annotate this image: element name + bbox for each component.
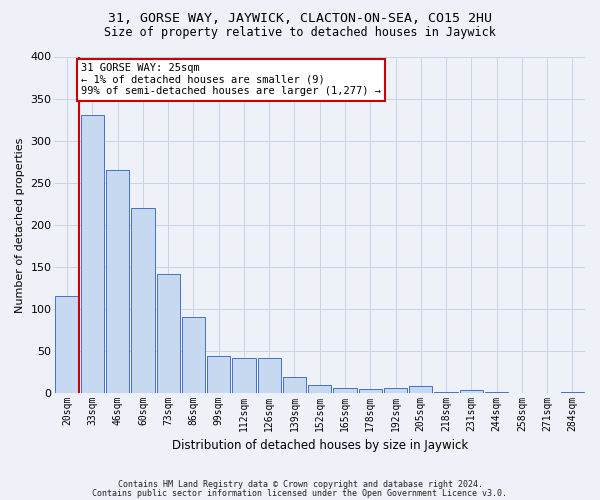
Bar bbox=[308, 384, 331, 393]
Bar bbox=[409, 386, 433, 393]
Y-axis label: Number of detached properties: Number of detached properties bbox=[15, 137, 25, 312]
Bar bbox=[232, 358, 256, 393]
Bar bbox=[460, 390, 483, 393]
Text: Contains HM Land Registry data © Crown copyright and database right 2024.: Contains HM Land Registry data © Crown c… bbox=[118, 480, 482, 489]
Bar bbox=[434, 392, 458, 393]
X-axis label: Distribution of detached houses by size in Jaywick: Distribution of detached houses by size … bbox=[172, 440, 468, 452]
Bar bbox=[359, 389, 382, 393]
Text: Size of property relative to detached houses in Jaywick: Size of property relative to detached ho… bbox=[104, 26, 496, 39]
Bar bbox=[257, 358, 281, 393]
Bar bbox=[561, 392, 584, 393]
Bar bbox=[207, 356, 230, 393]
Bar bbox=[283, 377, 306, 393]
Bar bbox=[55, 296, 79, 393]
Bar bbox=[106, 170, 129, 393]
Bar bbox=[81, 116, 104, 393]
Text: 31 GORSE WAY: 25sqm
← 1% of detached houses are smaller (9)
99% of semi-detached: 31 GORSE WAY: 25sqm ← 1% of detached hou… bbox=[81, 63, 381, 96]
Text: Contains public sector information licensed under the Open Government Licence v3: Contains public sector information licen… bbox=[92, 488, 508, 498]
Text: 31, GORSE WAY, JAYWICK, CLACTON-ON-SEA, CO15 2HU: 31, GORSE WAY, JAYWICK, CLACTON-ON-SEA, … bbox=[108, 12, 492, 26]
Bar bbox=[182, 318, 205, 393]
Bar bbox=[485, 392, 508, 393]
Bar bbox=[384, 388, 407, 393]
Bar bbox=[334, 388, 356, 393]
Bar bbox=[131, 208, 155, 393]
Bar bbox=[157, 274, 180, 393]
